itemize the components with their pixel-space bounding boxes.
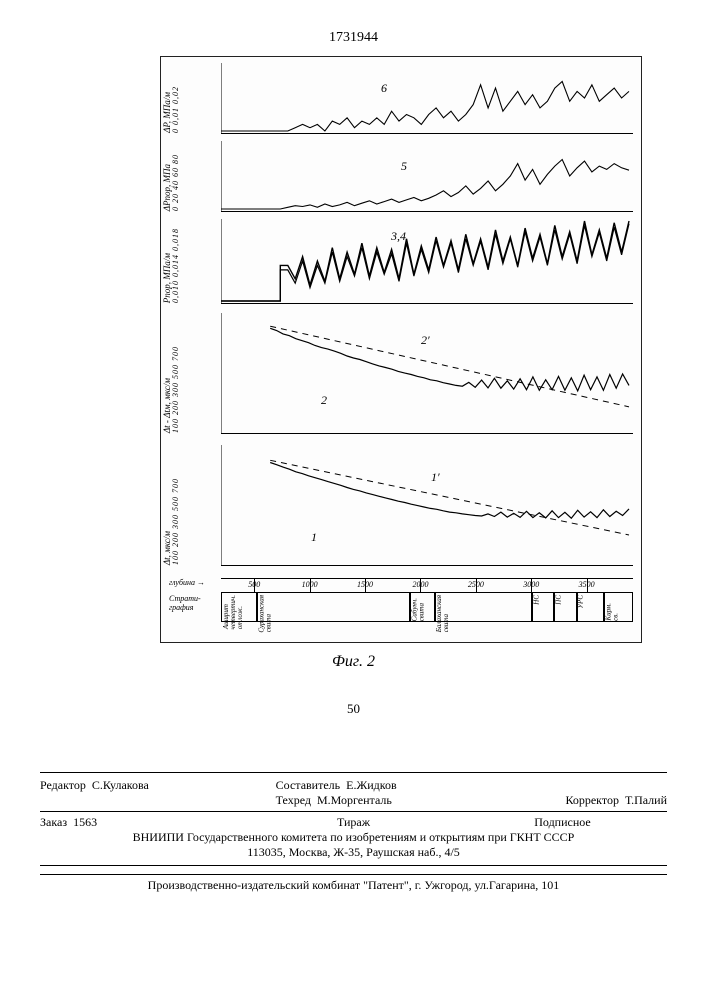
- techred-label: Техред: [276, 793, 311, 807]
- strat-segment: Сураханская свита: [258, 595, 284, 633]
- subscr-label: Подписное: [534, 815, 591, 829]
- y-axis-label: Δt - Δtм, мкс/м100 200 300 500 700: [163, 313, 218, 433]
- org-line1: ВНИИПИ Государственного комитета по изоб…: [40, 830, 667, 845]
- series-tag: 6: [381, 81, 387, 96]
- credits-block: Редактор С.Кулакова Составитель Е.Жидков…: [40, 772, 667, 866]
- depth-tick: 1000: [302, 580, 318, 589]
- footer: Производственно-издательский комбинат "П…: [40, 874, 667, 893]
- chart-strip-s34: Ρпор, МПа/м0,010 0,014 0,0183,4: [221, 219, 633, 304]
- strat-segment: Кирм. св.: [605, 595, 631, 621]
- series-tag: 2′: [421, 333, 430, 348]
- org-line2: 113035, Москва, Ж-35, Раушская наб., 4/5: [40, 845, 667, 860]
- y-axis-label: ΔΡ, МПа/м0 0,01 0,02: [163, 63, 218, 133]
- chart-strip-s2: Δt - Δtм, мкс/м100 200 300 500 70022′: [221, 313, 633, 434]
- figure-2: ΔΡ, МПа/м0 0,01 0,026ΔΡпор, МПа0 20 40 6…: [160, 56, 642, 643]
- plot-svg: [221, 63, 631, 133]
- page-number: 50: [40, 701, 667, 717]
- compiler-label: Составитель: [276, 778, 340, 792]
- corrector-name: Т.Палий: [625, 793, 667, 807]
- depth-tick: 3500: [579, 580, 595, 589]
- series-tag: 2: [321, 393, 327, 408]
- depth-tick: 3000: [523, 580, 539, 589]
- series-tag: 5: [401, 159, 407, 174]
- plot-svg: [221, 219, 631, 303]
- y-axis-label: Δt, мкс/м100 200 300 500 700: [163, 445, 218, 565]
- editor-label: Редактор: [40, 778, 86, 792]
- series-tag: 1′: [431, 470, 440, 485]
- chart-strip-s6: ΔΡ, МПа/м0 0,01 0,026: [221, 63, 633, 134]
- depth-tick: 2000: [412, 580, 428, 589]
- compiler-name: Е.Жидков: [346, 778, 397, 792]
- depth-tick: 1500: [357, 580, 373, 589]
- strat-segment: УРС: [578, 595, 604, 609]
- editor-name: С.Кулакова: [92, 778, 149, 792]
- plot-svg: [221, 141, 631, 211]
- figure-caption: Фиг. 2: [40, 653, 667, 671]
- corrector-label: Корректор: [565, 793, 619, 807]
- strat-segment: Балаханская свита: [436, 595, 462, 632]
- depth-label: глубина →: [169, 578, 219, 587]
- chart-strip-s5: ΔΡпор, МПа0 20 40 60 805: [221, 141, 633, 212]
- plot-svg: [221, 313, 631, 433]
- patent-number: 1731944: [40, 30, 667, 46]
- tirazh-label: Тираж: [337, 815, 370, 829]
- y-axis-label: Ρпор, МПа/м0,010 0,014 0,018: [163, 219, 218, 303]
- chart-strip-s1: Δt, мкс/м100 200 300 500 70011′: [221, 445, 633, 566]
- series-tag: 1: [311, 530, 317, 545]
- strat-label: Страти-графия: [169, 594, 219, 612]
- order-no: 1563: [73, 815, 97, 829]
- depth-axis: глубина → Страти-графия 500 1000 1500 2000 250…: [169, 578, 633, 638]
- depth-tick: 2500: [468, 580, 484, 589]
- order-label: Заказ: [40, 815, 67, 829]
- strat-segment: Аширит четвертич. отлож.: [223, 595, 249, 630]
- plot-svg: [221, 445, 631, 565]
- depth-tick: 500: [248, 580, 260, 589]
- techred-name: М.Моргенталь: [317, 793, 392, 807]
- y-axis-label: ΔΡпор, МПа0 20 40 60 80: [163, 141, 218, 211]
- series-tag: 3,4: [391, 229, 406, 244]
